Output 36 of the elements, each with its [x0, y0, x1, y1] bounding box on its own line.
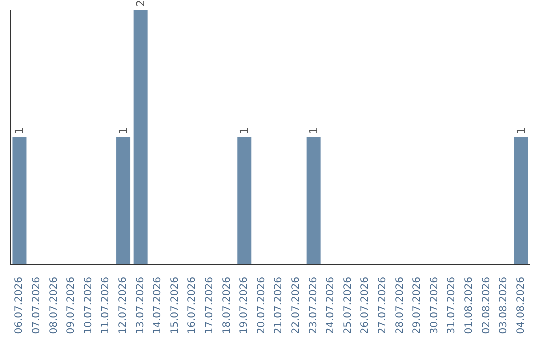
x-tick-label: 12.07.2026	[118, 277, 129, 334]
data-label: 1	[514, 128, 528, 134]
x-tick-label: 08.07.2026	[48, 277, 60, 334]
x-tick-label: 23.07.2026	[308, 277, 320, 334]
x-tick-label: 22.07.2026	[290, 277, 302, 334]
x-tick-label: 26.07.2026	[360, 277, 372, 334]
x-tick-label: 21.07.2026	[274, 277, 285, 334]
x-tick-label: 16.07.2026	[187, 277, 198, 334]
x-tick-label: 06.07.2026	[14, 277, 26, 334]
data-label: 1	[117, 128, 130, 134]
x-tick-label: 02.08.2026	[481, 277, 492, 334]
data-label: 1	[238, 128, 252, 134]
x-tick-label: 27.07.2026	[377, 277, 388, 334]
data-label: 2	[134, 0, 148, 7]
x-tick-label: 10.07.2026	[83, 277, 94, 334]
x-tick-label: 28.07.2026	[394, 277, 406, 334]
data-label: 1	[307, 128, 320, 134]
x-tick-label: 24.07.2026	[326, 277, 337, 334]
x-tick-label: 18.07.2026	[222, 277, 233, 334]
x-tick-label: 04.08.2026	[516, 277, 527, 334]
x-tick-label: 25.07.2026	[342, 277, 354, 334]
x-tick-label: 07.07.2026	[31, 277, 42, 334]
x-tick-label: 01.08.2026	[464, 277, 475, 334]
data-label: 1	[13, 128, 26, 134]
x-tick-label: 15.07.2026	[170, 277, 181, 334]
x-tick-label: 14.07.2026	[152, 277, 164, 334]
x-tick-label: 20.07.2026	[256, 277, 268, 334]
x-tick-label: 29.07.2026	[412, 277, 424, 334]
x-tick-label: 09.07.2026	[66, 277, 78, 334]
x-tick-label: 03.08.2026	[498, 277, 510, 334]
x-tick-label: 11.07.2026	[100, 277, 112, 334]
x-tick-label: 13.07.2026	[135, 277, 146, 334]
x-tick-label: 17.07.2026	[204, 277, 216, 334]
x-tick-label: 19.07.2026	[239, 277, 250, 334]
x-tick-label: 31.07.2026	[446, 277, 458, 334]
x-tick-label: 30.07.2026	[429, 277, 440, 334]
